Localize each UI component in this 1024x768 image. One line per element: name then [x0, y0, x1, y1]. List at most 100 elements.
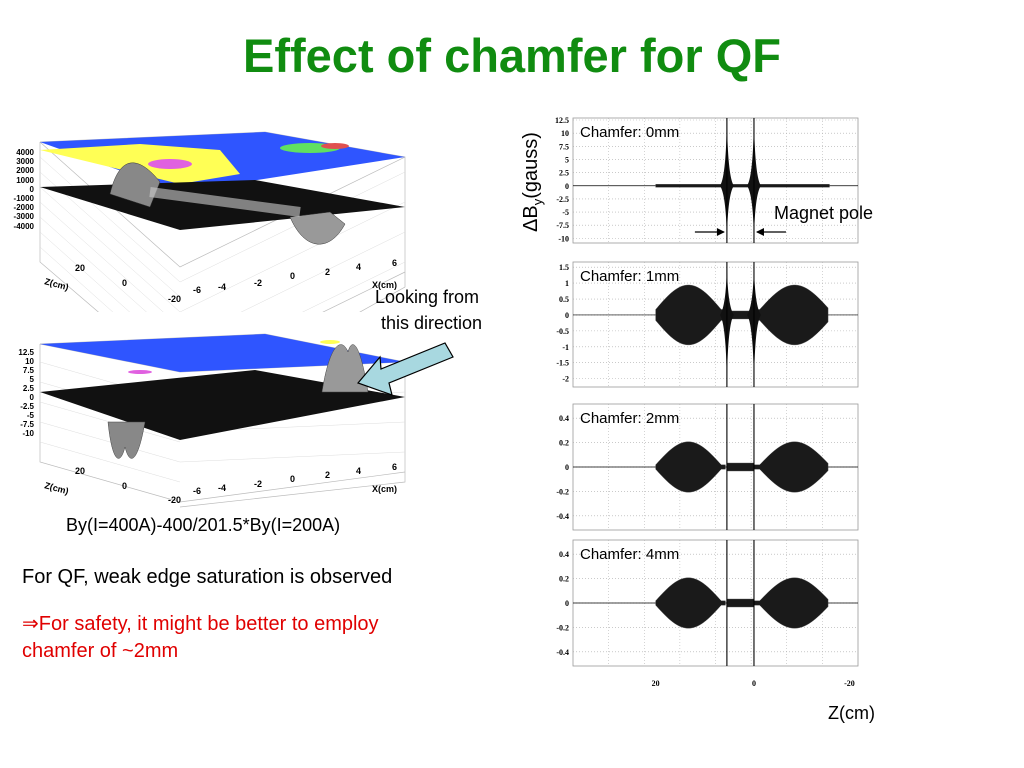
conclusion-line2: chamfer of ~2mm — [22, 640, 179, 662]
ztick: -1000 — [14, 194, 35, 203]
y-tick-label: -7.5 — [556, 221, 569, 230]
y-tick-label: 7.5 — [559, 142, 569, 151]
field-band — [655, 441, 829, 493]
ztick: -2000 — [14, 203, 35, 212]
pole-arrowhead — [716, 228, 725, 236]
zcm-tick: -20 — [168, 495, 181, 505]
y-tick-label: -1.5 — [556, 359, 569, 368]
y-tick-label: -0.4 — [556, 512, 569, 521]
field-band — [655, 184, 830, 188]
ztick: -5 — [27, 411, 35, 420]
ztick: 10 — [25, 357, 34, 366]
annotation-looking-from: Looking from — [375, 287, 480, 307]
x-tick-label: 0 — [752, 679, 756, 688]
y-tick-label: -0.5 — [556, 327, 569, 336]
y-tick-label: 10 — [561, 129, 569, 138]
y-tick-label: 0.5 — [559, 295, 569, 304]
xcm-tick: -4 — [218, 282, 226, 292]
annotation-this-direction: this direction — [381, 313, 483, 333]
y-tick-label: 1 — [565, 279, 569, 288]
chart-panel: 12.5 10 7.5 5 2.5 0 -2.5 -5 -7.5 -10 Chamfer: 0mm — [555, 116, 859, 244]
xcm-label: X(cm) — [372, 280, 397, 290]
b-symbol: B — [520, 205, 542, 219]
surface-plot-top: 4000 3000 2000 1000 0 -1000 -2000 -3000 … — [14, 131, 406, 312]
xcm-label: X(cm) — [372, 484, 397, 494]
y-tick-label: 0 — [565, 599, 569, 608]
chamfer-label: Chamfer: 1mm — [580, 268, 679, 285]
plot-frame — [572, 117, 859, 244]
y-tick-label: 0.2 — [559, 575, 569, 584]
observation-text: For QF, weak edge saturation is observed — [22, 566, 393, 588]
zcm-tick: 0 — [122, 481, 127, 491]
y-tick-label: 5 — [565, 155, 569, 164]
y-tick-label: 0 — [565, 311, 569, 320]
chart-panel: 0.4 0.2 0 -0.2 -0.4 Chamfer: 4mm — [556, 539, 859, 667]
xcm-tick: 0 — [290, 271, 295, 281]
ztick: -10 — [22, 429, 34, 438]
y-tick-label: -10 — [558, 234, 569, 243]
y-tick-label: -5 — [562, 208, 569, 217]
field-band — [655, 577, 829, 629]
surface-plot-bottom: 12.5 10 7.5 5 2.5 0 -2.5 -5 -7.5 -10 Z(c… — [18, 333, 406, 508]
ztick: 12.5 — [18, 348, 34, 357]
y-tick-label: -2 — [562, 375, 569, 384]
ztick: 2.5 — [23, 384, 35, 393]
xcm-tick: 4 — [356, 262, 361, 272]
implies-arrow: ⇒ — [22, 613, 39, 635]
y-tick-label: 1.5 — [559, 263, 569, 272]
ztick: 3000 — [16, 157, 34, 166]
zcm-tick: 20 — [75, 466, 85, 476]
xcm-tick: 0 — [290, 474, 295, 484]
y-tick-label: -0.2 — [556, 487, 569, 496]
chart-panel: 1.5 1 0.5 0 -0.5 -1 -1.5 -2 Chamfer: 1mm — [556, 261, 859, 388]
ztick: -7.5 — [20, 420, 34, 429]
slide-title: Effect of chamfer for QF — [243, 29, 781, 82]
y-tick-label: 0.2 — [559, 439, 569, 448]
xcm-tick: 2 — [325, 470, 330, 480]
xcm-tick: 2 — [325, 267, 330, 277]
chamfer-label: Chamfer: 2mm — [580, 410, 679, 427]
zcm-tick: 0 — [122, 278, 127, 288]
conclusion-text: ⇒For safety, it might be better to emplo… — [22, 611, 379, 665]
y-tick-label: -0.4 — [556, 648, 569, 657]
y-tick-label: 0 — [565, 182, 569, 191]
x-axis-label: Z(cm) — [828, 703, 875, 723]
magnet-pole-label: Magnet pole — [774, 203, 874, 223]
xcm-tick: -2 — [254, 278, 262, 288]
formula-caption: By(I=400A)-400/201.5*By(I=200A) — [66, 515, 341, 535]
zcm-tick: 20 — [75, 263, 85, 273]
y-tick-label: 0.4 — [559, 414, 569, 423]
xcm-tick: 6 — [392, 258, 397, 268]
pole-arrowhead — [755, 228, 764, 236]
ztick: 0 — [30, 185, 35, 194]
xcm-tick: -6 — [193, 285, 201, 295]
ztick: 5 — [30, 375, 35, 384]
y-tick-label: 0 — [565, 463, 569, 472]
xcm-tick: 4 — [356, 466, 361, 476]
y-tick-label: 12.5 — [555, 116, 569, 125]
gauss-unit: (gauss) — [520, 132, 542, 199]
zcm-label: Z(cm) — [43, 276, 69, 292]
xcm-tick: -2 — [254, 479, 262, 489]
pole-arrows — [694, 228, 786, 236]
y-tick-label: -2.5 — [556, 195, 569, 204]
zcm-tick: -20 — [168, 294, 181, 304]
x-tick-label: -20 — [844, 679, 855, 688]
y-tick-label: -1 — [562, 343, 569, 352]
chart-panel: 0.4 0.2 0 -0.2 -0.4 Chamfer: 2mm — [556, 403, 859, 531]
chamfer-label: Chamfer: 4mm — [580, 546, 679, 563]
direction-arrow — [356, 342, 454, 396]
xcm-tick: -4 — [218, 483, 226, 493]
conclusion-line1: For safety, it might be better to employ — [38, 613, 379, 635]
y-tick-label: 0.4 — [559, 550, 569, 559]
chamfer-label: Chamfer: 0mm — [580, 124, 679, 141]
y-tick-label: 2.5 — [559, 169, 569, 178]
x-tick-label: 20 — [652, 679, 660, 688]
ztick: 1000 — [16, 176, 34, 185]
delta-symbol: Δ — [520, 218, 542, 232]
ztick: 7.5 — [23, 366, 35, 375]
ztick: -4000 — [14, 222, 35, 231]
ztick: -2.5 — [20, 402, 34, 411]
y-tick-label: -0.2 — [556, 623, 569, 632]
